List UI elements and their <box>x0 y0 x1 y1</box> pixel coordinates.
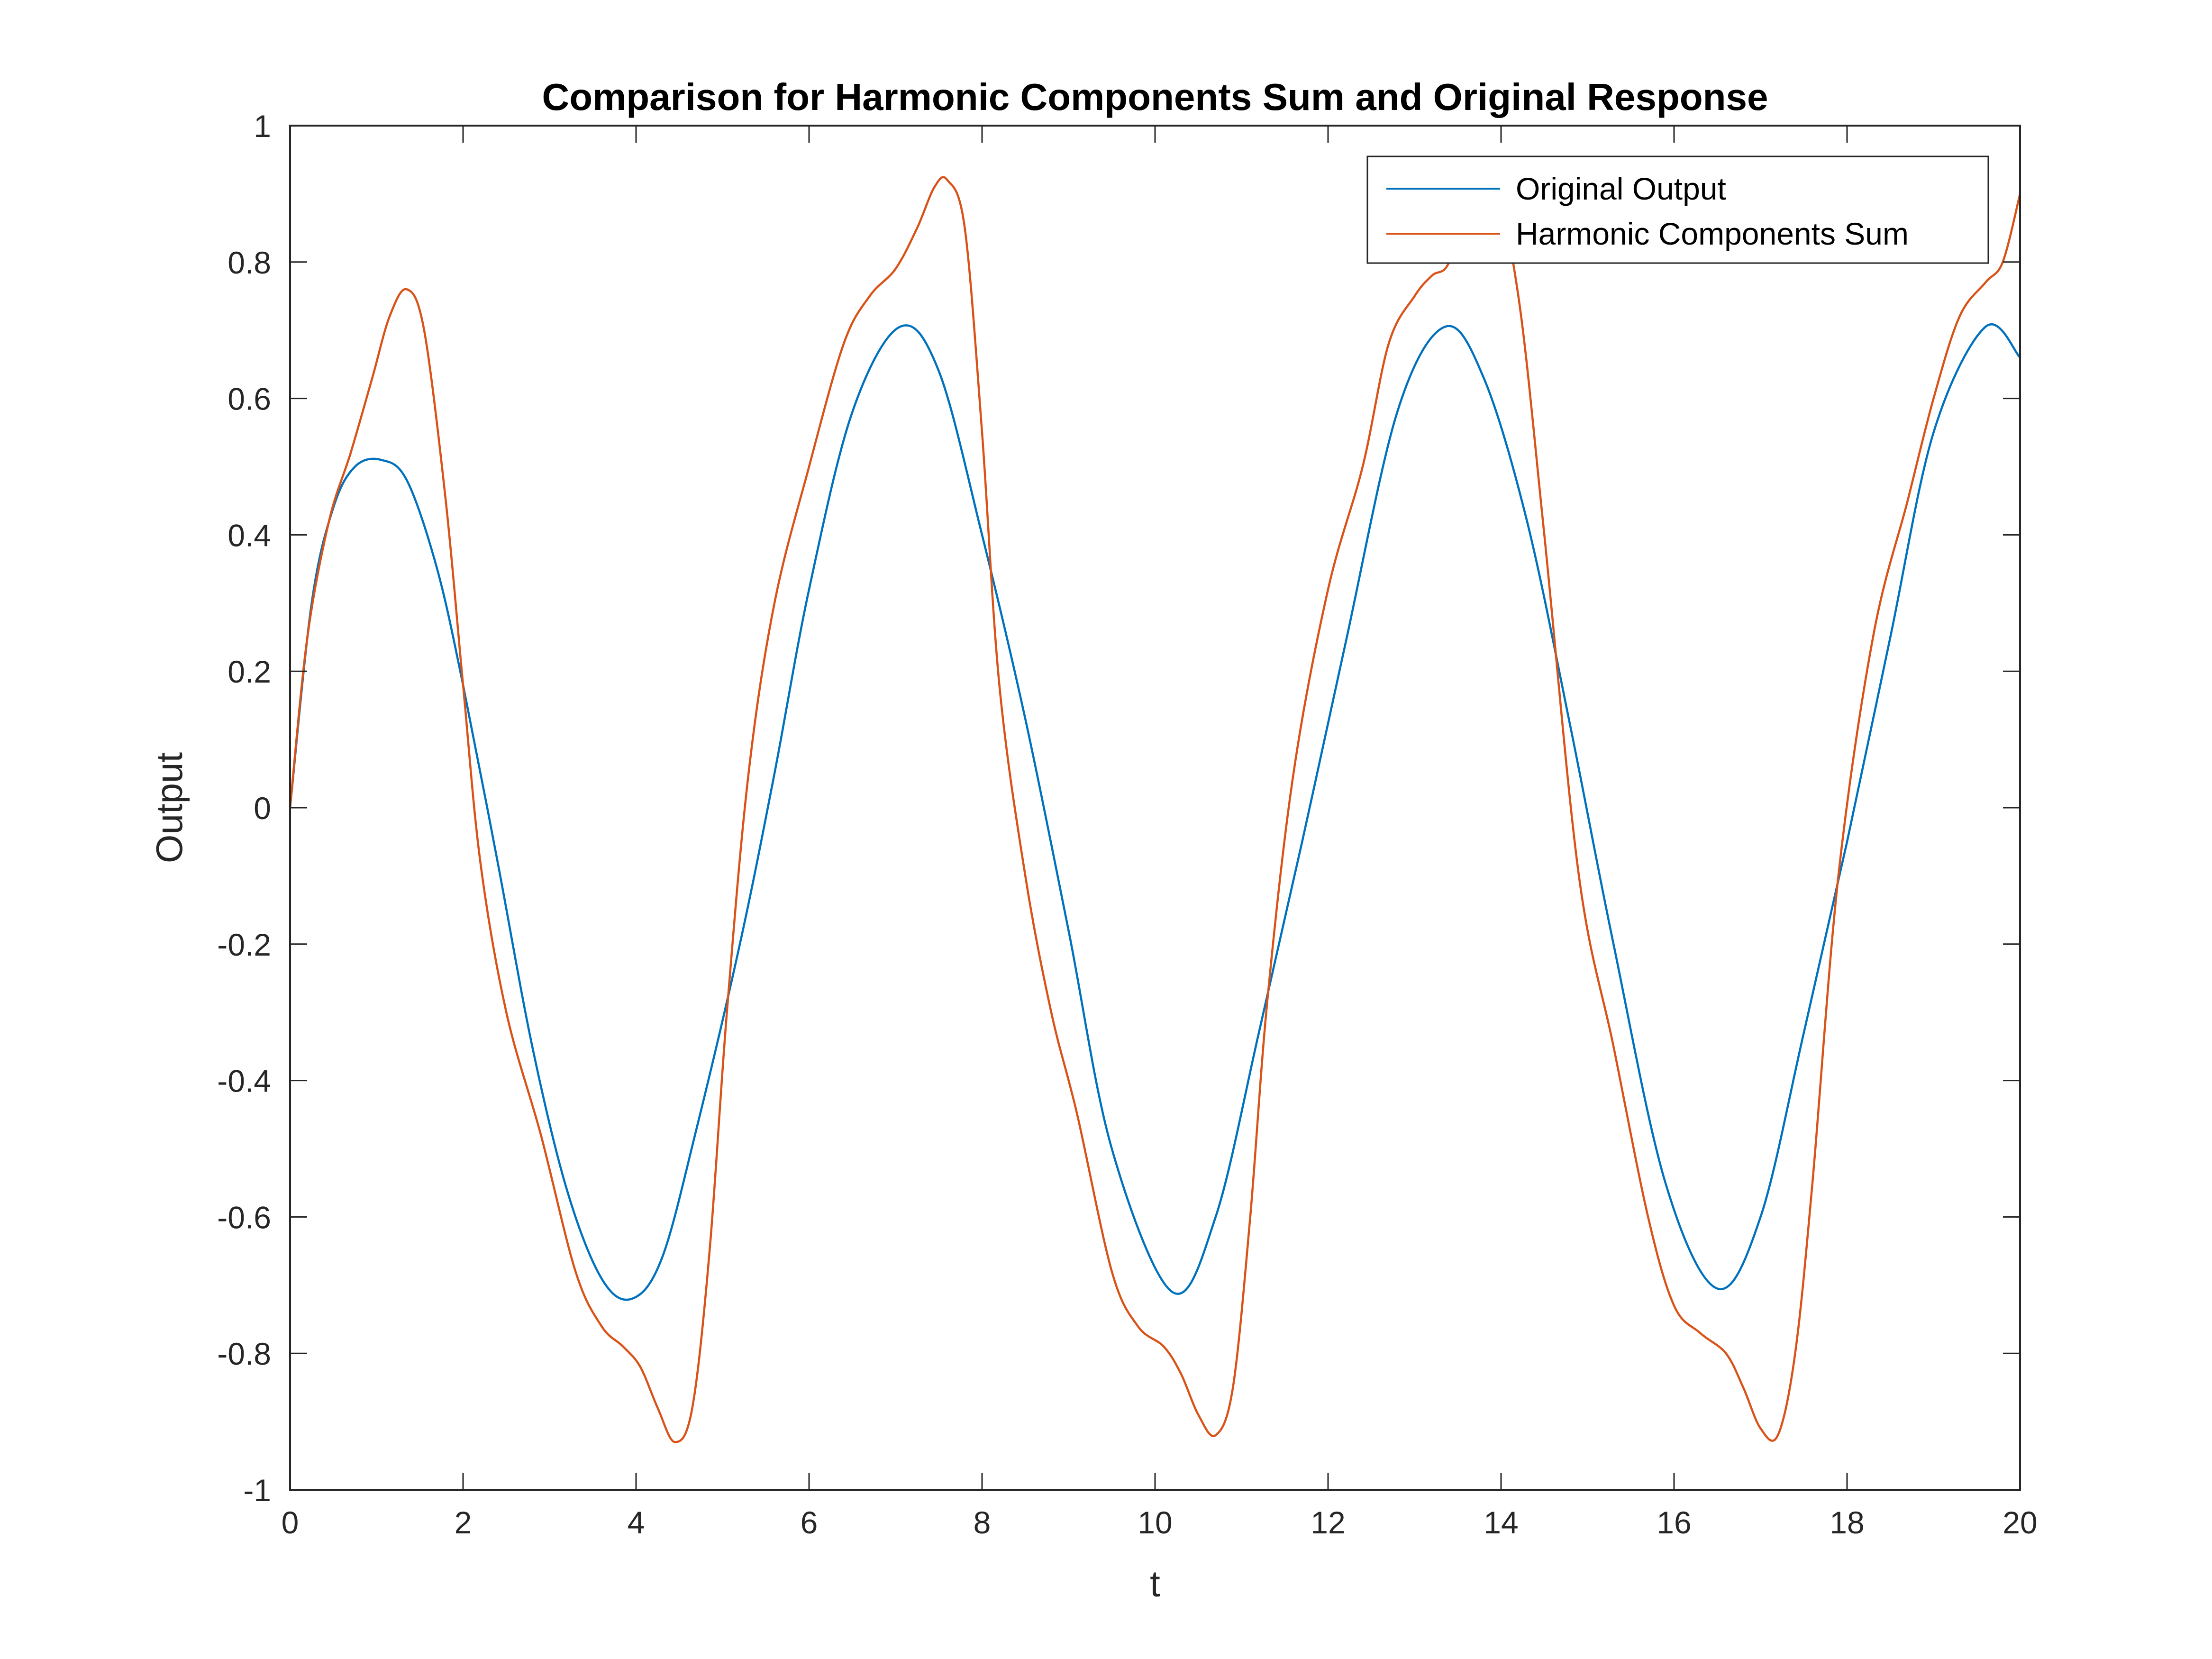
plot-area <box>290 126 2020 1490</box>
series-layer <box>290 172 2020 1443</box>
x-tick-label: 18 <box>1830 1505 1864 1540</box>
y-tick-label: -1 <box>243 1473 271 1508</box>
y-tick-label: -0.2 <box>217 927 271 962</box>
legend-label-original-output: Original Output <box>1516 171 1726 206</box>
legend-box <box>1366 155 1989 264</box>
y-tick-label: 0.4 <box>228 518 271 553</box>
series-line-original-output <box>290 323 2020 1301</box>
legend[interactable]: Original Output Harmonic Components Sum <box>1366 155 1989 264</box>
y-tick-label: -0.4 <box>217 1064 271 1099</box>
chart-title: Comparison for Harmonic Components Sum a… <box>542 76 1768 118</box>
x-tick-label: 20 <box>2003 1505 2037 1540</box>
x-axis-label: t <box>1150 1563 1160 1604</box>
series-line-harmonic-components-sum <box>290 172 2020 1443</box>
x-tick-label: 10 <box>1138 1505 1172 1540</box>
legend-label-harmonic-components-sum: Harmonic Components Sum <box>1516 216 1909 251</box>
axes-box <box>289 125 2021 1491</box>
y-tick-label: 0.8 <box>228 245 271 280</box>
x-tick-label: 16 <box>1657 1505 1691 1540</box>
y-tick-label: -0.8 <box>217 1336 271 1371</box>
y-tick-label: 1 <box>254 109 271 144</box>
y-axis-label: Output <box>148 752 190 863</box>
x-tick-label: 6 <box>801 1505 818 1540</box>
x-tick-label: 12 <box>1311 1505 1345 1540</box>
ticks-layer: 0 2 4 6 8 10 12 14 16 18 20 -1 -0.8 -0.6 -0.4 -0.2 0 0.2 0… <box>217 109 2037 1540</box>
y-tick-label: 0.6 <box>228 382 271 417</box>
x-tick-label: 2 <box>455 1505 472 1540</box>
y-tick-label: 0.2 <box>228 654 271 689</box>
y-tick-label: -0.6 <box>217 1200 271 1235</box>
x-tick-label: 0 <box>282 1505 299 1540</box>
y-tick-label: 0 <box>254 791 271 826</box>
x-tick-label: 8 <box>974 1505 991 1540</box>
x-tick-label: 4 <box>628 1505 645 1540</box>
x-tick-label: 14 <box>1484 1505 1518 1540</box>
